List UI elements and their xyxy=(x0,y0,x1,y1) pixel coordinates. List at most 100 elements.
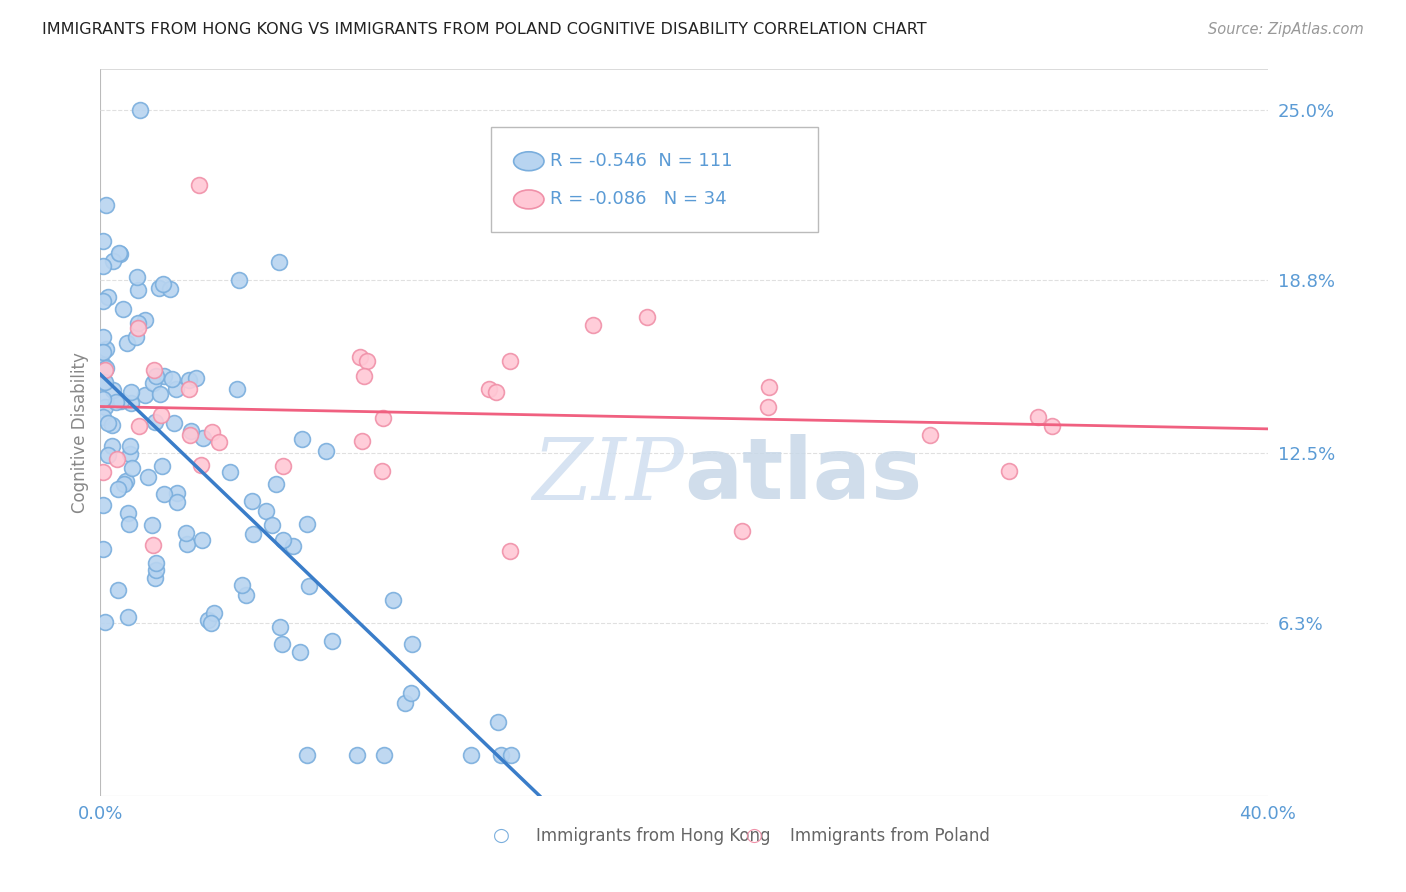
Text: Immigrants from Hong Kong: Immigrants from Hong Kong xyxy=(537,827,770,845)
Point xyxy=(197,613,219,627)
Point xyxy=(134,313,156,327)
Point xyxy=(187,178,209,193)
Point xyxy=(118,516,141,531)
Point xyxy=(142,538,165,552)
Point xyxy=(254,504,277,518)
Point xyxy=(321,633,343,648)
Point xyxy=(281,540,304,554)
Point xyxy=(127,283,149,297)
Point xyxy=(94,401,117,415)
Point xyxy=(107,582,129,597)
Point xyxy=(371,464,394,478)
Point xyxy=(998,464,1021,478)
Point xyxy=(118,447,141,461)
Point xyxy=(115,474,138,488)
Point xyxy=(166,485,188,500)
Point xyxy=(269,620,291,634)
Point xyxy=(1028,409,1050,424)
Point xyxy=(295,747,318,762)
Point xyxy=(394,696,416,710)
Point xyxy=(382,592,405,607)
Point xyxy=(191,533,214,547)
Point xyxy=(112,301,135,316)
Point xyxy=(94,360,117,375)
Point xyxy=(91,542,114,557)
Point xyxy=(149,408,172,422)
Point xyxy=(758,401,780,415)
Point xyxy=(190,458,212,473)
Point xyxy=(152,277,174,292)
Point xyxy=(120,396,142,410)
Text: ○: ○ xyxy=(745,826,763,846)
Point xyxy=(153,487,176,501)
Point xyxy=(94,198,117,212)
Point xyxy=(291,433,314,447)
Point xyxy=(240,494,263,508)
Point xyxy=(298,579,321,593)
Point xyxy=(758,380,780,394)
Text: Immigrants from Poland: Immigrants from Poland xyxy=(790,827,990,845)
Point xyxy=(127,321,149,335)
Point xyxy=(208,435,231,450)
Point xyxy=(91,259,114,273)
Point xyxy=(120,439,142,453)
Point xyxy=(231,578,253,592)
Point xyxy=(176,537,198,551)
Point xyxy=(110,247,132,261)
Point xyxy=(499,544,522,558)
Point xyxy=(129,103,152,117)
Point xyxy=(108,245,131,260)
Point xyxy=(145,368,167,383)
Point xyxy=(142,363,165,377)
Point xyxy=(1040,418,1063,433)
Point xyxy=(486,714,509,729)
Point xyxy=(353,369,375,384)
Point xyxy=(200,616,222,631)
Point xyxy=(142,376,165,390)
Point xyxy=(145,563,167,577)
Point xyxy=(115,336,138,351)
Point xyxy=(93,498,115,512)
Point xyxy=(143,415,166,429)
Point xyxy=(636,310,658,325)
Point xyxy=(91,465,114,479)
Point xyxy=(145,557,167,571)
Point xyxy=(501,747,523,762)
Point xyxy=(91,409,114,424)
Text: Source: ZipAtlas.com: Source: ZipAtlas.com xyxy=(1208,22,1364,37)
Point xyxy=(93,345,115,359)
Point xyxy=(920,428,942,442)
Point xyxy=(101,254,124,268)
Point xyxy=(731,524,754,538)
Point xyxy=(373,747,395,762)
Point xyxy=(489,747,512,762)
Point xyxy=(120,385,142,400)
Point xyxy=(112,477,135,491)
Point xyxy=(148,280,170,294)
Point xyxy=(94,375,117,389)
Text: R = -0.086   N = 34: R = -0.086 N = 34 xyxy=(550,190,727,209)
Point xyxy=(150,458,173,473)
Point xyxy=(184,371,207,385)
Point xyxy=(349,350,371,364)
Point xyxy=(350,434,373,448)
Point xyxy=(96,343,118,357)
Point xyxy=(149,387,172,401)
Point xyxy=(134,388,156,402)
Point xyxy=(159,282,181,296)
Point xyxy=(97,290,120,304)
Point xyxy=(97,449,120,463)
Point xyxy=(499,353,522,368)
Point xyxy=(136,469,159,483)
Point xyxy=(105,451,128,466)
Point xyxy=(117,506,139,520)
Point xyxy=(174,526,197,541)
Point xyxy=(290,645,312,659)
Point xyxy=(141,517,163,532)
Point xyxy=(163,416,186,430)
Point xyxy=(315,444,337,458)
Point xyxy=(101,418,124,433)
Point xyxy=(165,383,187,397)
Text: ○: ○ xyxy=(492,826,510,846)
Circle shape xyxy=(513,190,544,209)
